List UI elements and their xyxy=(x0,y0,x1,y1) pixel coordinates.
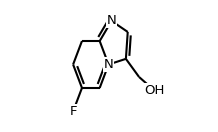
Text: N: N xyxy=(104,58,113,71)
Text: F: F xyxy=(69,105,77,118)
Text: N: N xyxy=(107,14,116,27)
Text: OH: OH xyxy=(144,84,165,97)
